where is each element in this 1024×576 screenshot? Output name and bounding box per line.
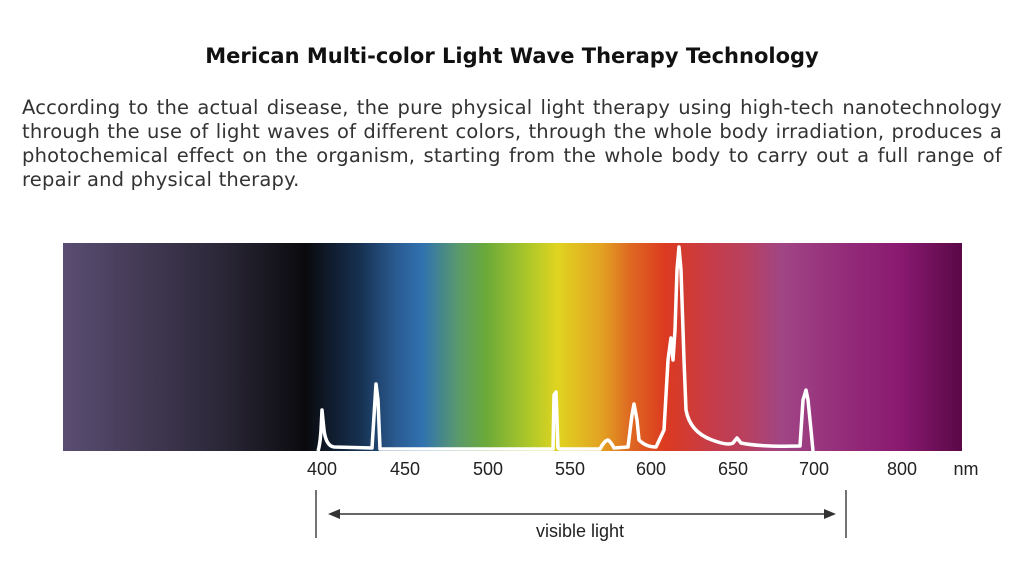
tick-label: 600 <box>635 459 667 479</box>
visible-light-label: visible light <box>535 521 625 541</box>
tick-label: 450 <box>389 459 421 479</box>
page-title: Merican Multi-color Light Wave Therapy T… <box>205 44 819 68</box>
arrow-right-head <box>824 509 836 519</box>
tick-label: 500 <box>472 459 504 479</box>
tick-label: 700 <box>798 459 830 479</box>
tick-label: 800 <box>886 459 918 479</box>
tick-label: 550 <box>554 459 586 479</box>
tick-label: 650 <box>717 459 749 479</box>
color-spectrum-bar <box>63 243 962 451</box>
description-paragraph: According to the actual disease, the pur… <box>22 96 1002 191</box>
arrow-left-head <box>328 509 340 519</box>
tick-label: 400 <box>306 459 338 479</box>
unit-label: nm <box>953 459 979 479</box>
